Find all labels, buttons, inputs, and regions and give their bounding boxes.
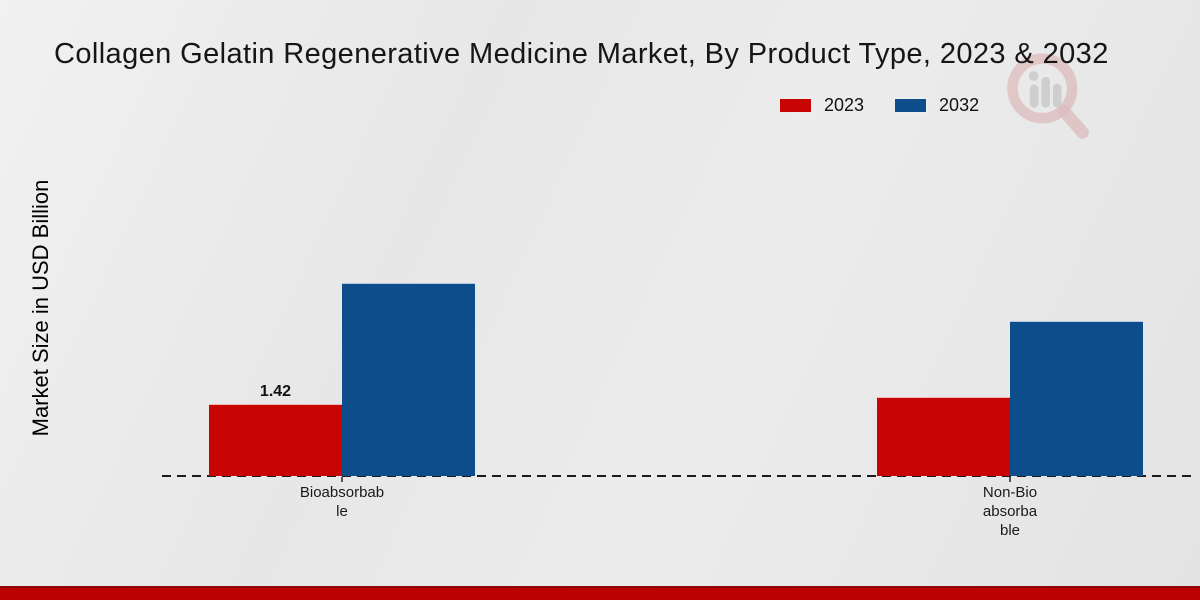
legend-label-2032: 2032: [939, 95, 980, 115]
bar-2032-non-bioabsorbable: [1010, 321, 1143, 476]
chart-title: Collagen Gelatin Regenerative Medicine M…: [54, 38, 1109, 70]
legend-label-2023: 2023: [824, 95, 865, 115]
bar-2023-bioabsorbable: [209, 404, 342, 476]
legend: 2023 2032: [779, 95, 979, 116]
legend-item-2023: 2023: [779, 95, 864, 116]
footer-accent-band: [0, 586, 1200, 600]
bar-value-label: 1.42: [259, 383, 292, 400]
legend-item-2032: 2032: [894, 95, 979, 116]
bar-2023-non-bioabsorbable: [877, 397, 1010, 476]
x-axis-category-label: Non-Bio absorba ble: [982, 484, 1038, 539]
bar-2032-bioabsorbable: [342, 283, 475, 476]
x-axis-category-label: Bioabsorbab le: [299, 484, 385, 520]
market-research-magnifier-logo-icon: [1007, 53, 1089, 139]
x-axis-tick: [341, 477, 343, 482]
legend-swatch-2023: [779, 98, 812, 113]
x-axis-baseline: [162, 475, 1192, 477]
legend-swatch-2032: [894, 98, 928, 113]
x-axis-tick: [1009, 477, 1011, 482]
